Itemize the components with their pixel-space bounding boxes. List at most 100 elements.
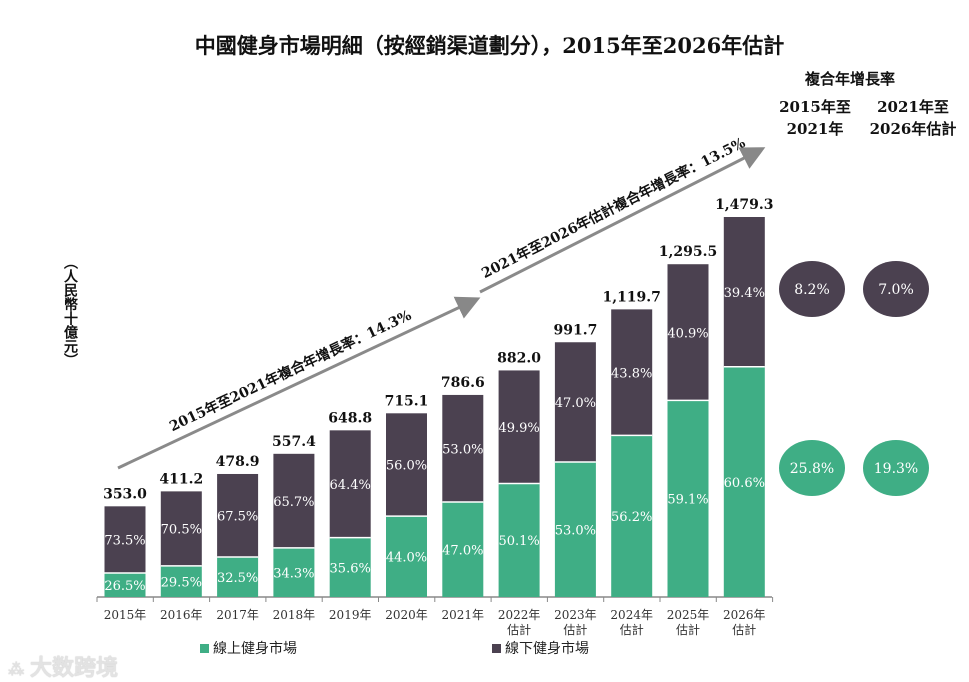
total-label: 1,479.3: [715, 197, 773, 213]
share-label-online: 26.5%: [104, 579, 145, 594]
total-label: 648.8: [328, 410, 372, 426]
cagr-col2-line1: 2021年至: [877, 98, 949, 116]
x-tick-label: 2016年: [160, 608, 203, 622]
bar-offline: [104, 506, 146, 573]
bar-online: [217, 557, 259, 597]
share-label-online: 53.0%: [555, 523, 596, 538]
x-tick-label: 2015年: [104, 608, 147, 622]
watermark-text: 大数跨境: [29, 656, 118, 681]
share-label-offline: 53.0%: [442, 442, 483, 457]
legend-online: 線上健身市場: [200, 638, 297, 658]
legend-swatch-online: [200, 644, 209, 653]
bar-offline: [386, 413, 427, 517]
bar-online: [498, 483, 540, 597]
share-label-online: 29.5%: [161, 575, 202, 590]
bar-online: [442, 502, 484, 597]
watermark: ⁂ 大数跨境: [8, 656, 118, 681]
cagr-col2-header: 2021年至 2026年估計: [858, 96, 968, 140]
bar-offline: [498, 370, 540, 484]
bar-online: [386, 516, 427, 597]
cagr-circle-online: [779, 440, 845, 496]
share-label-online: 59.1%: [667, 493, 708, 508]
bar-online: [611, 435, 653, 597]
total-label: 715.1: [385, 393, 429, 409]
total-label: 411.2: [159, 471, 203, 487]
x-tick-label: 2023年: [554, 608, 597, 622]
bar-offline: [442, 394, 484, 503]
x-tick-label: 2017年: [216, 608, 259, 622]
bar-offline: [611, 309, 653, 436]
x-tick-label: 估計: [620, 622, 644, 637]
cagr-col2-line2: 2026年估計: [869, 120, 957, 138]
x-tick-label: 2022年: [498, 608, 541, 622]
share-label-online: 47.0%: [442, 544, 483, 559]
x-tick-label: 估計: [507, 622, 531, 637]
share-label-offline: 64.4%: [330, 478, 371, 493]
x-tick-label: 2024年: [610, 608, 653, 622]
share-label-offline: 43.8%: [611, 366, 652, 381]
share-label-offline: 47.0%: [555, 396, 596, 411]
total-label: 786.6: [441, 375, 485, 391]
bar-online: [104, 572, 146, 597]
bar-offline: [217, 473, 259, 558]
cagr-annotation: 2015年至2021年複合年增長率：14.3%: [167, 307, 414, 435]
share-label-offline: 49.9%: [498, 421, 539, 436]
share-label-online: 35.6%: [330, 561, 371, 576]
share-label-offline: 39.4%: [724, 286, 765, 301]
bar-offline: [273, 453, 315, 548]
share-label-online: 50.1%: [498, 534, 539, 549]
bar-online: [723, 366, 765, 597]
legend-label-offline: 線下健身市場: [505, 641, 589, 657]
cagr-col1-header: 2015年至 2021年: [775, 96, 855, 140]
chart-title: 中國健身市場明細（按經銷渠道劃分），2015年至2026年估計: [194, 33, 785, 58]
cagr-value-offline: 8.2%: [794, 282, 830, 298]
cagr-value-online: 19.3%: [874, 461, 918, 477]
cagr-circle-online: [863, 440, 929, 496]
total-label: 557.4: [272, 434, 316, 450]
share-label-online: 34.3%: [273, 566, 314, 581]
share-label-online: 60.6%: [724, 476, 765, 491]
x-tick-label: 2026年: [723, 608, 766, 622]
total-label: 882.0: [497, 350, 541, 366]
total-label: 478.9: [216, 454, 260, 470]
x-tick-label: 2025年: [667, 608, 710, 622]
x-tick-label: 2019年: [329, 608, 372, 622]
total-label: 1,119.7: [602, 289, 660, 305]
total-label: 353.0: [103, 486, 147, 502]
bar-online: [667, 400, 709, 597]
share-label-offline: 67.5%: [217, 509, 258, 524]
cagr-col1-line2: 2021年: [786, 120, 844, 138]
x-tick-label: 2018年: [273, 608, 316, 622]
bar-offline: [329, 430, 371, 538]
legend-label-online: 線上健身市場: [213, 641, 297, 657]
bar-offline: [160, 491, 202, 566]
share-label-online: 44.0%: [386, 551, 427, 566]
share-label-online: 32.5%: [217, 571, 258, 586]
cagr-value-offline: 7.0%: [878, 282, 914, 298]
bar-online: [329, 537, 371, 597]
x-tick-label: 2021年: [442, 608, 485, 622]
cagr-circle-offline: [779, 261, 845, 317]
share-label-offline: 73.5%: [104, 534, 145, 549]
share-label-online: 56.2%: [611, 510, 652, 525]
bar-online: [160, 565, 202, 597]
share-label-offline: 56.0%: [386, 459, 427, 474]
legend-swatch-offline: [492, 644, 501, 653]
x-tick-label: 估計: [563, 622, 587, 637]
bar-online: [554, 461, 596, 597]
share-label-offline: 40.9%: [667, 326, 708, 341]
cagr-col1-line1: 2015年至: [779, 98, 851, 116]
growth-arrow: [117, 296, 481, 470]
bar-online: [273, 547, 315, 597]
x-tick-label: 2020年: [385, 608, 428, 622]
legend-offline: 線下健身市場: [492, 638, 589, 658]
total-label: 991.7: [553, 322, 597, 338]
growth-arrow: [479, 147, 766, 294]
bar-offline: [554, 342, 596, 462]
cagr-circle-offline: [863, 261, 929, 317]
cagr-header: 複合年增長率: [804, 70, 895, 88]
bar-offline: [723, 217, 765, 367]
share-label-offline: 70.5%: [161, 523, 202, 538]
